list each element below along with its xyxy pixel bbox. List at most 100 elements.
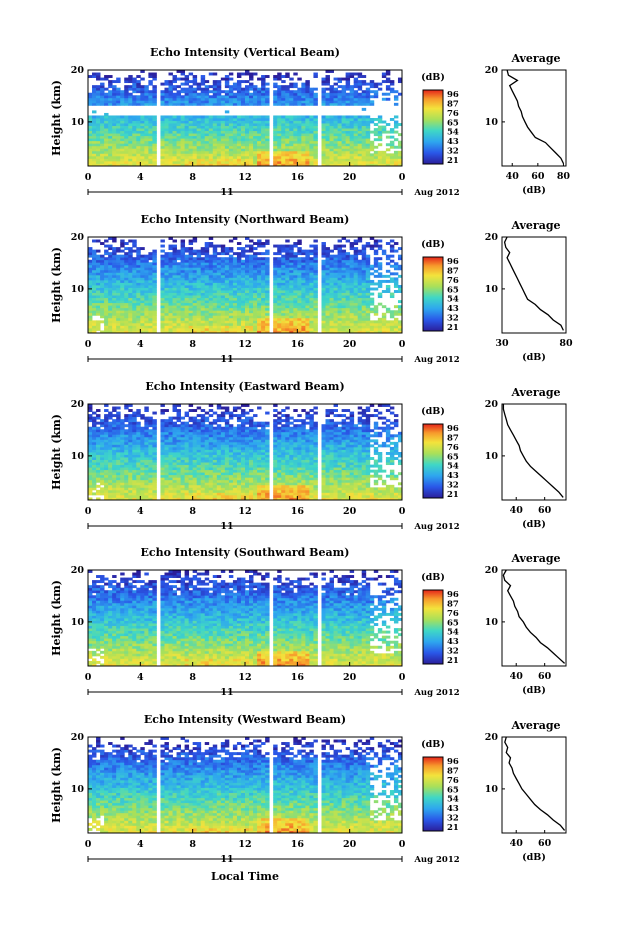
heatmap-cell — [132, 148, 137, 152]
heatmap-cell — [265, 153, 270, 157]
heatmap-cell — [273, 302, 278, 306]
heatmap-cell — [112, 160, 117, 164]
heatmap-cell — [329, 87, 334, 91]
heatmap-cell — [124, 436, 129, 440]
heatmap-cell — [353, 257, 359, 261]
heatmap-cell — [148, 148, 153, 152]
heatmap-cell — [240, 297, 246, 301]
heatmap-cell — [96, 274, 101, 278]
heatmap-cell — [160, 272, 165, 276]
heatmap-cell — [116, 479, 121, 483]
heatmap-cell — [88, 279, 93, 283]
heatmap-cell — [341, 327, 347, 331]
heatmap-cell — [285, 307, 290, 311]
heatmap-cell — [212, 97, 218, 101]
heatmap-cell — [104, 492, 109, 496]
heatmap-cell — [196, 292, 202, 296]
heatmap-cell — [337, 123, 343, 126]
heatmap-cell — [341, 92, 347, 96]
heatmap-cell — [369, 143, 375, 147]
heatmap-cell — [228, 327, 234, 331]
heatmap-cell — [192, 320, 198, 324]
heatmap-cell — [325, 155, 330, 159]
heatmap-cell — [220, 97, 226, 101]
heatmap-cell — [365, 160, 371, 164]
heatmap-cell — [136, 140, 141, 144]
heatmap-cell — [361, 257, 367, 261]
heatmap-cell — [357, 143, 363, 147]
heatmap-cell — [144, 163, 149, 167]
heatmap-cell — [373, 259, 379, 263]
heatmap-cell — [132, 85, 137, 89]
heatmap-cell — [245, 310, 250, 314]
heatmap-cell — [92, 254, 97, 258]
heatmap-cell — [120, 312, 125, 316]
heatmap-cell — [180, 269, 186, 273]
heatmap-cell — [313, 310, 318, 314]
heatmap-cell — [132, 302, 137, 306]
heatmap-cell — [249, 123, 254, 126]
heatmap-cell — [373, 305, 379, 309]
colorbar-tick-label: 65 — [447, 285, 459, 295]
heatmap-cell — [377, 272, 383, 276]
heatmap-cell — [253, 307, 258, 311]
heatmap-cell — [108, 257, 113, 261]
heatmap-cell — [104, 424, 109, 428]
heatmap-cell — [373, 130, 379, 134]
heatmap-cell — [313, 153, 318, 157]
heatmap-cell — [253, 262, 258, 266]
heatmap-cell — [285, 153, 290, 157]
heatmap-cell — [184, 77, 190, 81]
heatmap-cell — [140, 292, 145, 296]
heatmap-cell — [305, 317, 310, 321]
heatmap-cell — [313, 320, 318, 324]
heatmap-cell — [140, 102, 145, 106]
heatmap-cell — [253, 292, 258, 296]
heatmap-cell — [289, 247, 294, 251]
heatmap-cell — [261, 264, 266, 268]
heatmap-cell — [152, 307, 157, 311]
heatmap-cell — [281, 130, 286, 134]
heatmap-cell — [305, 322, 310, 326]
heatmap-cell — [345, 123, 351, 126]
heatmap-cell — [168, 140, 173, 144]
heatmap-cell — [152, 267, 157, 271]
heatmap-cell — [277, 310, 282, 314]
heatmap-cell — [140, 257, 145, 261]
heatmap-cell — [245, 143, 250, 147]
heatmap-cell — [245, 327, 250, 331]
heatmap-cell — [361, 312, 367, 316]
heatmap-cell — [160, 82, 165, 86]
heatmap-cell — [200, 277, 206, 281]
heatmap-cell — [144, 87, 149, 91]
heatmap-cell — [184, 160, 190, 164]
heatmap-cell — [361, 322, 367, 326]
heatmap-cell — [108, 163, 113, 167]
heatmap-cell — [148, 327, 153, 331]
heatmap-cell — [240, 264, 246, 268]
heatmap-cell — [257, 128, 262, 132]
heatmap-cell — [285, 274, 290, 278]
heatmap-cell — [357, 315, 363, 319]
heatmap-cell — [108, 474, 113, 478]
heatmap-cell — [124, 295, 129, 299]
heatmap-cell — [180, 297, 186, 301]
heatmap-cell — [104, 155, 109, 159]
heatmap-cell — [373, 320, 379, 324]
heatmap-cell — [349, 128, 355, 132]
heatmap-cell — [100, 133, 105, 137]
heatmap-cell — [208, 155, 214, 159]
heatmap-cell — [216, 272, 222, 276]
heatmap-cell — [168, 269, 173, 273]
heatmap-cell — [108, 300, 113, 304]
heatmap-cell — [172, 125, 177, 129]
heatmap-cell — [361, 133, 367, 137]
heatmap-cell — [96, 409, 101, 412]
x-tick-label: 20 — [343, 172, 357, 183]
heatmap-cell — [168, 285, 173, 288]
heatmap-cell — [168, 254, 173, 258]
heatmap-cell — [321, 102, 326, 106]
heatmap-cell — [128, 489, 133, 493]
heatmap-cell — [116, 148, 121, 152]
heatmap-cell — [188, 269, 194, 273]
